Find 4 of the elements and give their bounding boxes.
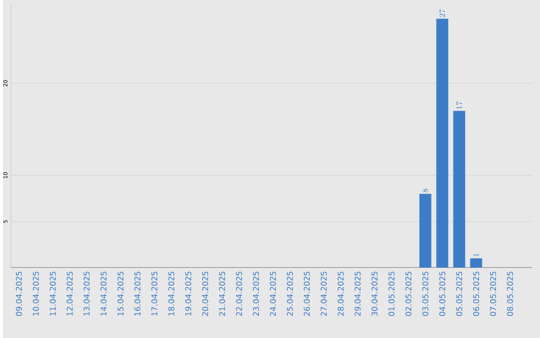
bar <box>470 258 482 268</box>
bar <box>419 194 432 268</box>
bar <box>453 110 466 268</box>
bar <box>436 18 448 268</box>
